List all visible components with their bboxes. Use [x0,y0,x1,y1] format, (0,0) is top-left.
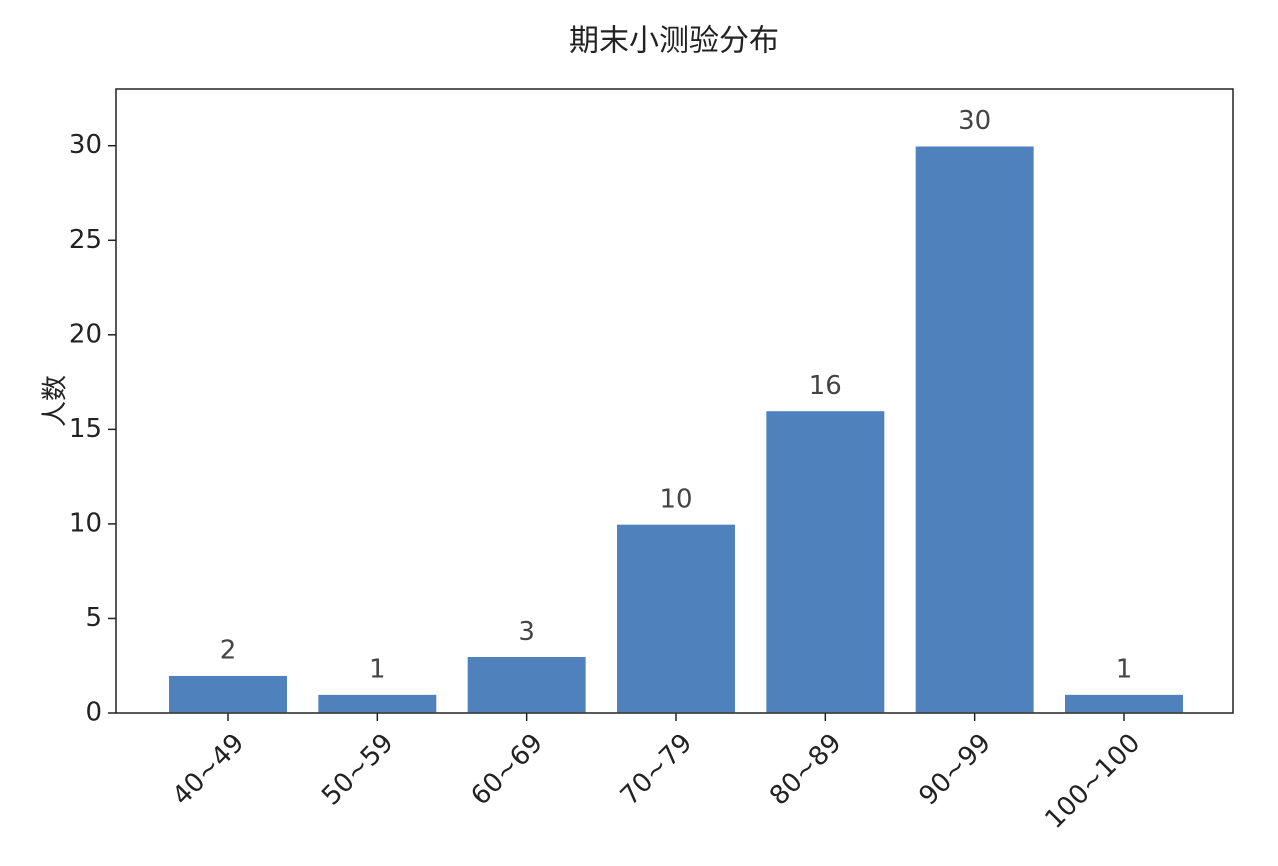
x-tick-label: 100~100 [1039,728,1146,835]
x-tick-label: 50~59 [316,728,399,811]
x-tick-label: 90~99 [914,728,997,811]
chart-title: 期末小测验分布 [569,24,779,59]
x-tick-label: 80~89 [764,728,847,811]
y-axis-label: 人数 [41,375,71,427]
y-tick-label: 10 [69,508,102,538]
value-label: 2 [220,636,237,666]
bar [615,523,737,714]
bar [167,674,289,714]
bar [466,655,588,714]
y-tick-label: 30 [69,130,102,160]
x-tick-label: 60~69 [466,728,549,811]
bar [764,409,886,714]
bar [316,693,438,714]
y-tick-label: 25 [69,225,102,255]
value-label: 3 [518,617,535,647]
y-tick-label: 5 [85,603,102,633]
value-label: 1 [1116,655,1133,685]
bar [1063,693,1185,714]
x-tick-label: 70~79 [615,728,698,811]
value-label: 10 [659,484,692,514]
x-tick-label: 40~49 [167,728,250,811]
value-label: 30 [958,106,991,136]
value-label: 1 [369,655,386,685]
y-tick-label: 0 [85,698,102,728]
plot-frame [115,88,1234,714]
bar [914,144,1036,714]
value-label: 16 [809,371,842,401]
y-tick-label: 20 [69,319,102,349]
y-tick-label: 15 [69,414,102,444]
